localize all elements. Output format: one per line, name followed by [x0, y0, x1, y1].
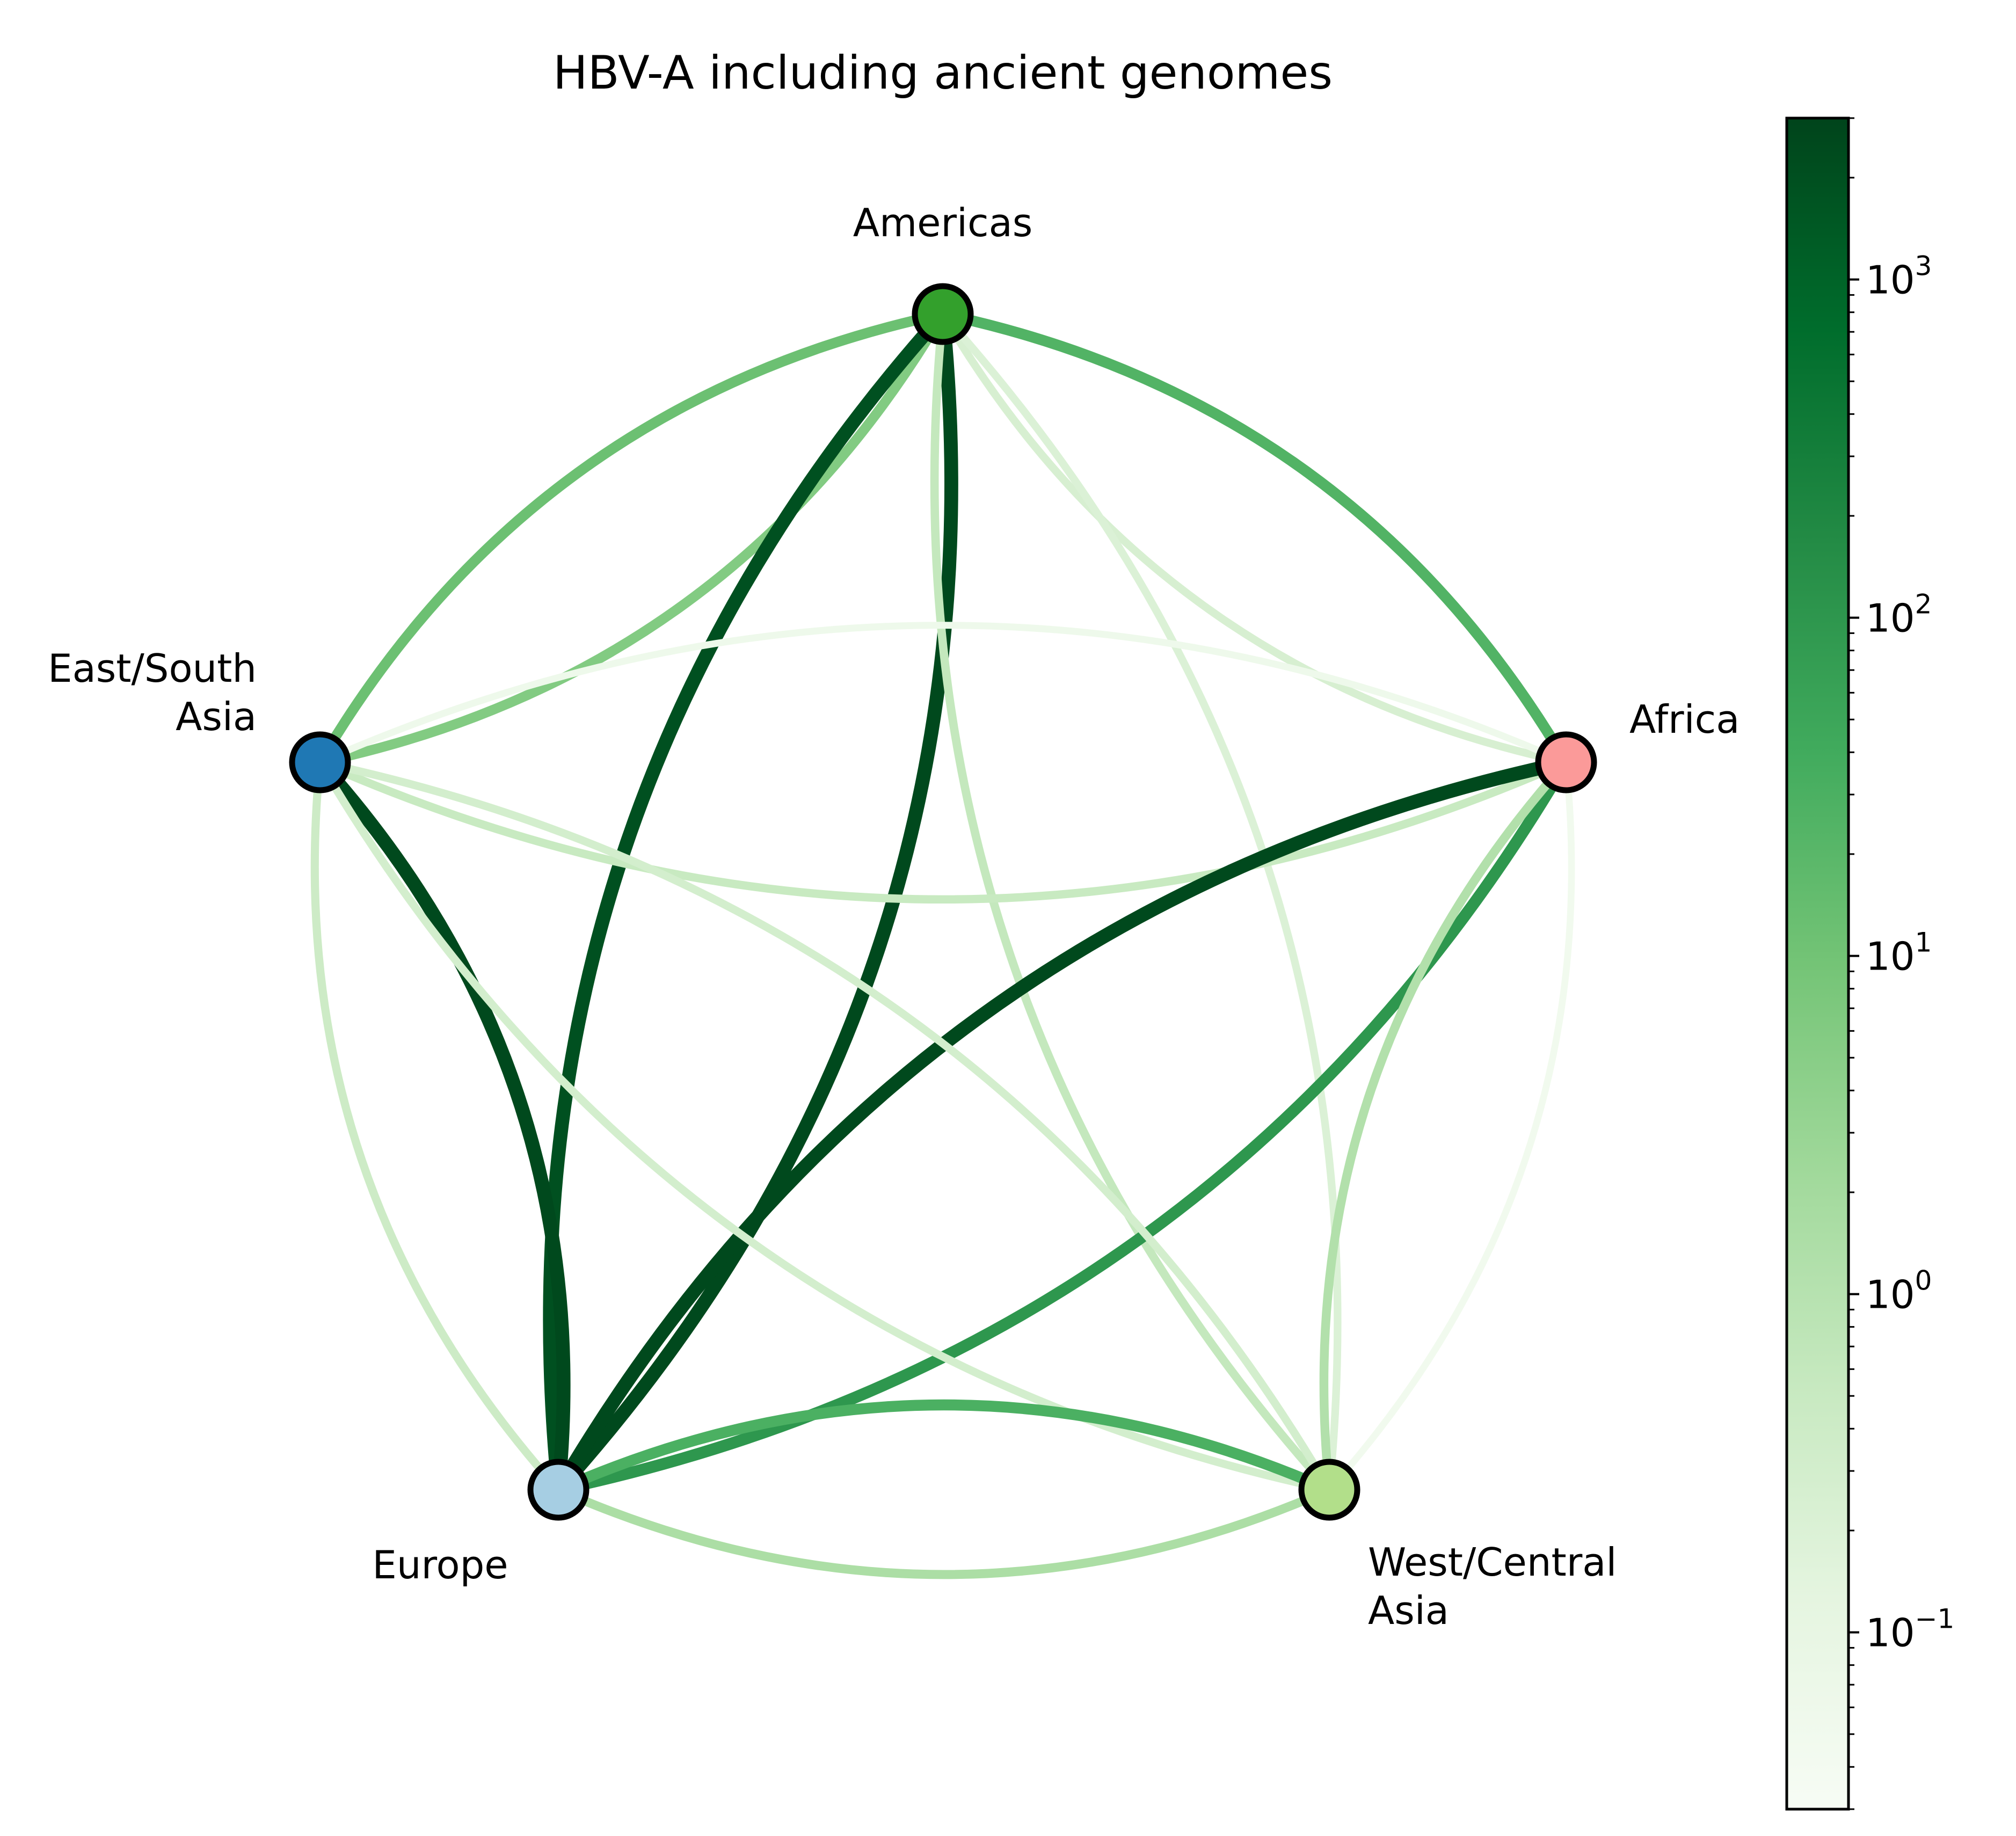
edge-layer	[310, 309, 1575, 1579]
diagram-title: HBV-A including ancient genomes	[553, 46, 1333, 100]
edge-east_south_asia-to-west_central_asia	[319, 758, 1333, 1492]
node-label-africa: Africa	[1629, 697, 1740, 742]
edge-west_central_asia-to-east_south_asia	[316, 760, 1330, 1494]
edge-europe-to-west_central_asia	[556, 1399, 1332, 1495]
node-label-east_south_asia: East/South Asia	[48, 646, 257, 739]
edge-east_south_asia-to-europe	[315, 757, 571, 1491]
node-label-line: Asia	[176, 694, 257, 739]
node-west_central_asia	[1298, 1459, 1360, 1521]
node-label-line: East/South	[48, 646, 257, 691]
colorbar-ticks: 10−1 100 101 102 103	[1848, 117, 1954, 1810]
colorbar-tick-label: 101	[1866, 927, 1932, 979]
edge-africa-to-americas	[939, 312, 1567, 767]
node-label-west_central_asia: West/Central Asia	[1368, 1540, 1617, 1633]
edge-europe-to-east_south_asia	[310, 762, 562, 1493]
colorbar-gradient	[1785, 116, 1850, 1811]
colorbar-tick-label: 103	[1866, 251, 1932, 303]
edge-west_central_asia-to-africa	[1319, 759, 1570, 1490]
edge-africa-to-europe	[557, 759, 1571, 1496]
node-label-line: Americas	[853, 200, 1033, 245]
colorbar: 10−1 100 101 102 103	[1785, 116, 1954, 1811]
node-europe	[527, 1459, 589, 1521]
edge-americas-to-europe	[553, 313, 958, 1495]
edge-europe-to-africa	[552, 755, 1568, 1493]
node-africa	[1535, 731, 1597, 793]
node-label-europe: Europe	[372, 1542, 508, 1587]
edge-africa-to-west_central_asia	[1327, 762, 1575, 1492]
edge-west_central_asia-to-europe	[556, 1485, 1331, 1579]
colorbar-tick-label: 102	[1866, 589, 1932, 641]
node-label-line: West/Central	[1368, 1540, 1617, 1585]
node-label-line: Europe	[372, 1542, 508, 1587]
node-label-line: Asia	[1368, 1588, 1449, 1633]
edge-east_south_asia-to-americas	[315, 309, 944, 765]
node-label-line: Africa	[1629, 697, 1740, 742]
edge-east_south_asia-to-africa	[318, 622, 1568, 766]
node-label-americas: Americas	[853, 200, 1033, 245]
edge-africa-to-east_south_asia	[318, 758, 1568, 904]
node-east_south_asia	[289, 731, 351, 793]
colorbar-tick-label: 10−1	[1866, 1604, 1954, 1656]
node-americas	[912, 283, 974, 345]
edge-west_central_asia-to-americas	[930, 314, 1333, 1493]
edge-americas-to-africa	[941, 309, 1571, 766]
edge-americas-to-east_south_asia	[319, 311, 947, 768]
node-layer	[289, 283, 1597, 1521]
colorbar-tick-label: 100	[1866, 1265, 1932, 1317]
